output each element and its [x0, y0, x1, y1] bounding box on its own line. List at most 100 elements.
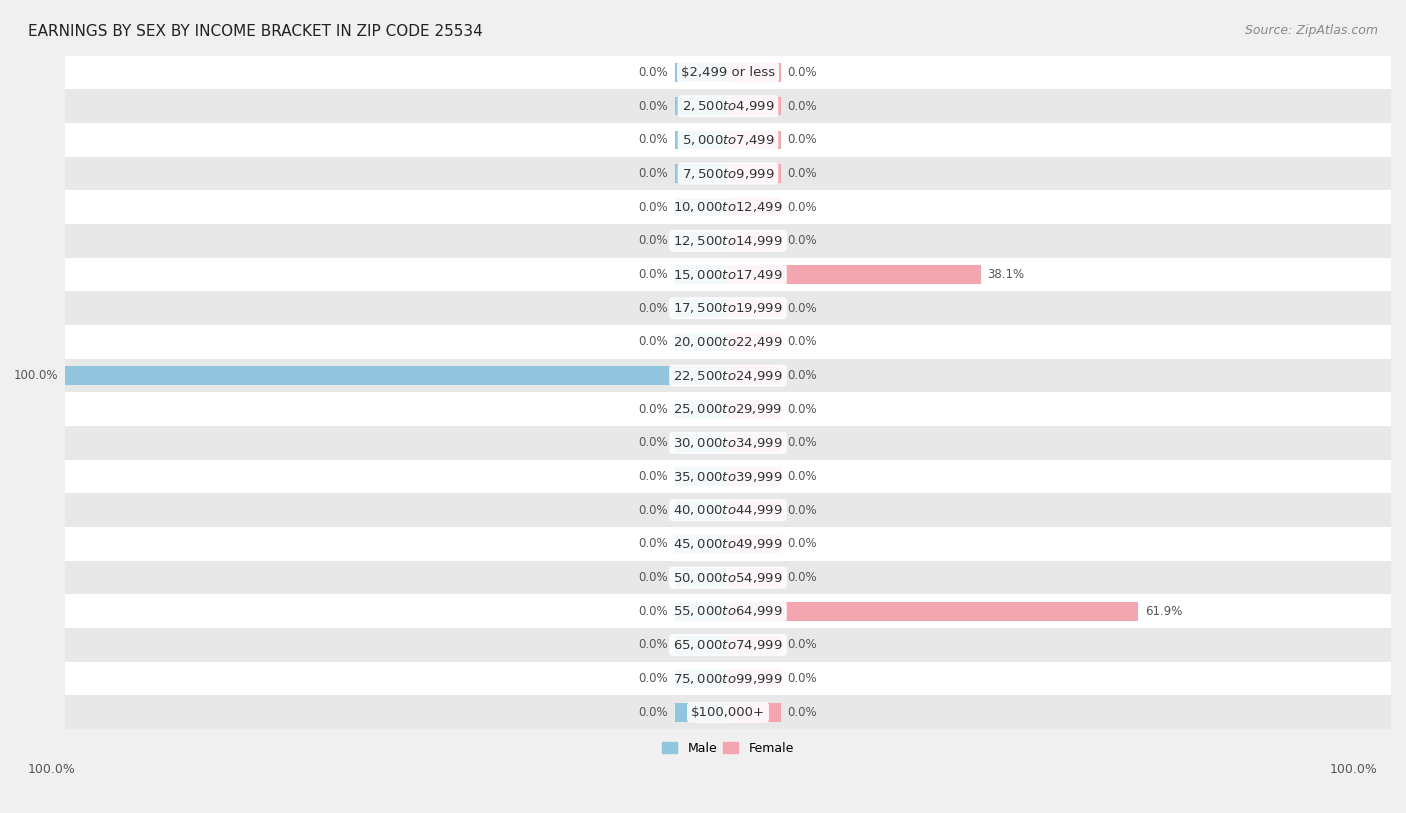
Bar [65, 55, 1391, 89]
Bar [728, 467, 780, 486]
Bar [675, 299, 728, 318]
Text: 0.0%: 0.0% [787, 470, 817, 483]
Text: 100.0%: 100.0% [1330, 763, 1378, 776]
Bar [65, 359, 1391, 393]
Bar [728, 265, 980, 284]
Bar [728, 333, 780, 351]
Text: 0.0%: 0.0% [638, 201, 668, 214]
Bar [675, 232, 728, 250]
Bar [65, 426, 1391, 460]
Bar [728, 198, 780, 216]
Bar [675, 535, 728, 553]
Text: 0.0%: 0.0% [787, 402, 817, 415]
Text: 0.0%: 0.0% [638, 268, 668, 281]
Bar [675, 669, 728, 688]
Bar [65, 123, 1391, 157]
Bar [65, 460, 1391, 493]
Text: $65,000 to $74,999: $65,000 to $74,999 [673, 638, 783, 652]
Bar [675, 602, 728, 620]
Bar [728, 131, 780, 149]
Bar [728, 400, 780, 419]
Text: $45,000 to $49,999: $45,000 to $49,999 [673, 537, 783, 551]
Text: $100,000+: $100,000+ [690, 706, 765, 719]
Bar [728, 602, 1139, 620]
Text: 0.0%: 0.0% [638, 133, 668, 146]
Text: 100.0%: 100.0% [14, 369, 58, 382]
Bar [675, 131, 728, 149]
Text: $25,000 to $29,999: $25,000 to $29,999 [673, 402, 783, 416]
Text: $55,000 to $64,999: $55,000 to $64,999 [673, 604, 783, 619]
Text: 0.0%: 0.0% [638, 605, 668, 618]
Bar [65, 89, 1391, 123]
Text: $7,500 to $9,999: $7,500 to $9,999 [682, 167, 775, 180]
Bar [728, 63, 780, 82]
Text: 0.0%: 0.0% [638, 706, 668, 719]
Bar [728, 97, 780, 115]
Text: $20,000 to $22,499: $20,000 to $22,499 [673, 335, 783, 349]
Bar [675, 636, 728, 654]
Text: $30,000 to $34,999: $30,000 to $34,999 [673, 436, 783, 450]
Text: 0.0%: 0.0% [787, 537, 817, 550]
Text: $2,500 to $4,999: $2,500 to $4,999 [682, 99, 775, 113]
Text: $10,000 to $12,499: $10,000 to $12,499 [673, 200, 783, 214]
Bar [728, 703, 780, 722]
Bar [675, 265, 728, 284]
Bar [65, 258, 1391, 291]
Text: 0.0%: 0.0% [638, 504, 668, 517]
Text: $75,000 to $99,999: $75,000 to $99,999 [673, 672, 783, 685]
Bar [65, 493, 1391, 527]
Text: 0.0%: 0.0% [638, 470, 668, 483]
Bar [675, 198, 728, 216]
Text: 0.0%: 0.0% [638, 437, 668, 450]
Bar [65, 291, 1391, 325]
Text: $12,500 to $14,999: $12,500 to $14,999 [673, 234, 783, 248]
Bar [675, 568, 728, 587]
Bar [728, 636, 780, 654]
Bar [65, 157, 1391, 190]
Text: 0.0%: 0.0% [787, 437, 817, 450]
Text: 0.0%: 0.0% [787, 571, 817, 584]
Text: 0.0%: 0.0% [638, 537, 668, 550]
Text: 0.0%: 0.0% [638, 402, 668, 415]
Text: 0.0%: 0.0% [787, 706, 817, 719]
Text: 0.0%: 0.0% [787, 167, 817, 180]
Bar [65, 224, 1391, 258]
Text: 0.0%: 0.0% [787, 302, 817, 315]
Text: 0.0%: 0.0% [638, 302, 668, 315]
Bar [675, 467, 728, 486]
Text: 0.0%: 0.0% [787, 504, 817, 517]
Bar [65, 695, 1391, 729]
Text: $35,000 to $39,999: $35,000 to $39,999 [673, 470, 783, 484]
Bar [675, 400, 728, 419]
Bar [728, 501, 780, 520]
Text: Source: ZipAtlas.com: Source: ZipAtlas.com [1244, 24, 1378, 37]
Text: 0.0%: 0.0% [638, 66, 668, 79]
Text: $2,499 or less: $2,499 or less [681, 66, 775, 79]
Bar [728, 433, 780, 452]
Bar [675, 703, 728, 722]
Bar [65, 190, 1391, 224]
Bar [728, 535, 780, 553]
Bar [675, 333, 728, 351]
Text: 0.0%: 0.0% [787, 234, 817, 247]
Text: EARNINGS BY SEX BY INCOME BRACKET IN ZIP CODE 25534: EARNINGS BY SEX BY INCOME BRACKET IN ZIP… [28, 24, 482, 39]
Bar [675, 164, 728, 183]
Text: 0.0%: 0.0% [787, 369, 817, 382]
Bar [675, 97, 728, 115]
Bar [675, 63, 728, 82]
Text: $5,000 to $7,499: $5,000 to $7,499 [682, 133, 775, 147]
Bar [728, 164, 780, 183]
Text: $22,500 to $24,999: $22,500 to $24,999 [673, 368, 783, 383]
Text: $50,000 to $54,999: $50,000 to $54,999 [673, 571, 783, 585]
Bar [728, 669, 780, 688]
Bar [65, 527, 1391, 561]
Bar [728, 367, 780, 385]
Text: 0.0%: 0.0% [638, 672, 668, 685]
Text: $15,000 to $17,499: $15,000 to $17,499 [673, 267, 783, 281]
Bar [728, 232, 780, 250]
Legend: Male, Female: Male, Female [657, 737, 799, 760]
Text: 0.0%: 0.0% [787, 672, 817, 685]
Text: 38.1%: 38.1% [987, 268, 1025, 281]
Bar [675, 501, 728, 520]
Text: $17,500 to $19,999: $17,500 to $19,999 [673, 302, 783, 315]
